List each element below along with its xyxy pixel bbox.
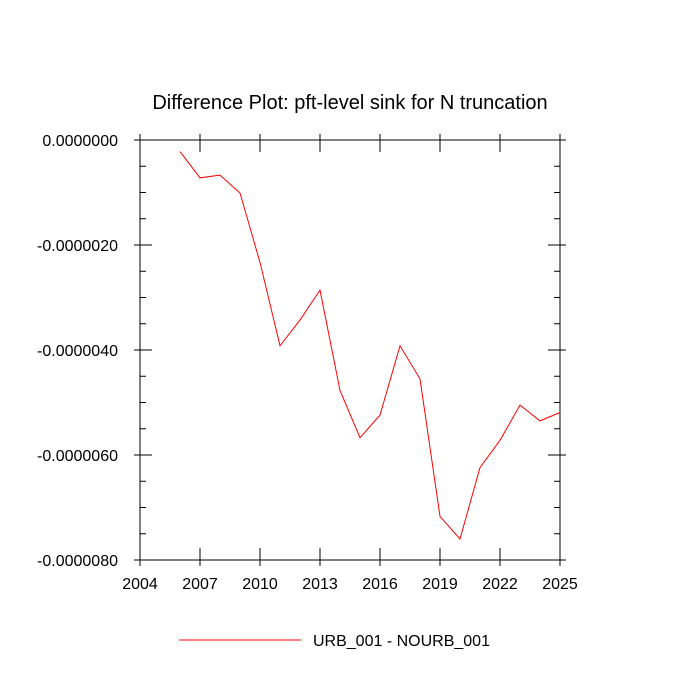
legend: URB_001 - NOURB_001 (179, 633, 490, 650)
x-tick-label: 2022 (482, 576, 518, 593)
x-tick-label: 2013 (302, 576, 338, 593)
legend-label: URB_001 - NOURB_001 (313, 633, 490, 650)
x-tick-label: 2004 (122, 576, 158, 593)
series-line (179, 151, 561, 541)
y-tick-label: -0.0000040 (37, 343, 118, 360)
x-tick-label: 2016 (362, 576, 398, 593)
x-tick-label: 2010 (242, 576, 278, 593)
x-tick-label: 2019 (422, 576, 458, 593)
plot-frame (139, 139, 561, 561)
x-tick-label: 2025 (542, 576, 578, 593)
chart-title: Difference Plot: pft-level sink for N tr… (152, 92, 547, 114)
x-tick-label: 2007 (182, 576, 218, 593)
y-tick-label: -0.0000060 (37, 448, 118, 465)
y-tick-label: -0.0000080 (37, 553, 118, 570)
y-tick-label: 0.0000000 (42, 133, 118, 150)
y-tick-label: -0.0000020 (37, 238, 118, 255)
plot-area: 2004 2007 2010 2013 2016 2019 2022 2025 0.000000… (37, 133, 578, 593)
